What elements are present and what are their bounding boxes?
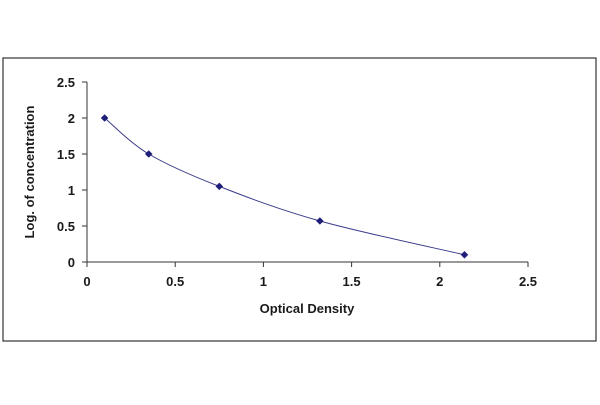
data-point xyxy=(144,150,153,158)
y-axis-ticks: 0 0.5 1 1.5 2 2.5 xyxy=(57,75,87,270)
y-tick-label: 1.5 xyxy=(57,147,75,162)
x-axis-label: Optical Density xyxy=(260,301,355,316)
y-tick-label: 2.5 xyxy=(57,75,75,90)
y-axis-label: Log. of concentration xyxy=(22,106,37,239)
fit-curve xyxy=(104,117,465,256)
x-tick-label: 2.5 xyxy=(519,274,537,289)
y-tick-label: 1 xyxy=(68,183,75,198)
y-tick-label: 0 xyxy=(68,255,75,270)
y-tick-label: 2 xyxy=(68,111,75,126)
x-tick-label: 1.5 xyxy=(343,274,361,289)
x-tick-label: 2 xyxy=(436,274,443,289)
x-tick-label: 0.5 xyxy=(166,274,184,289)
data-point xyxy=(315,217,324,225)
x-axis-ticks: 0 0.5 1 1.5 2 2.5 xyxy=(83,262,537,289)
chart-frame xyxy=(2,57,597,342)
x-tick-label: 1 xyxy=(260,274,267,289)
x-tick-label: 0 xyxy=(83,274,90,289)
data-points xyxy=(100,114,469,259)
data-point xyxy=(460,250,469,259)
y-tick-label: 0.5 xyxy=(57,219,75,234)
data-point xyxy=(215,182,224,191)
data-point xyxy=(100,114,109,122)
